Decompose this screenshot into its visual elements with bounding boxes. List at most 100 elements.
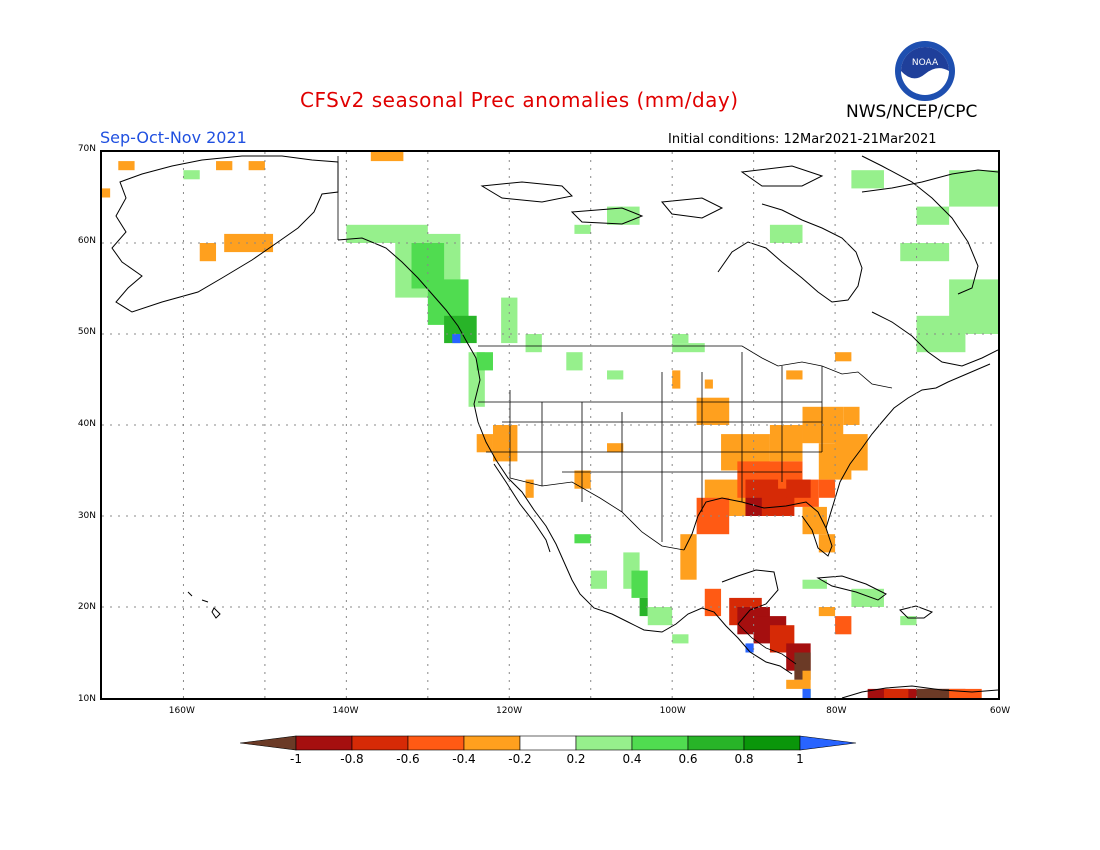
anomaly-cell-blue — [452, 334, 461, 344]
anomaly-cell-orange — [672, 370, 681, 389]
anomaly-cell-lightgreen — [769, 224, 803, 243]
anomaly-cell-green — [631, 570, 648, 598]
anomaly-cell-lightgreen — [607, 206, 640, 225]
anomaly-cell-blue — [802, 688, 811, 698]
colorbar-label: 0.4 — [622, 752, 642, 766]
anomaly-cell-orange — [370, 152, 404, 162]
anomaly-cell-lightgreen — [916, 315, 966, 353]
agency-label: NWS/NCEP/CPC — [846, 102, 978, 122]
anomaly-cell-orange — [216, 161, 233, 171]
longitude-label: 160W — [168, 706, 195, 716]
longitude-label: 100W — [659, 706, 686, 716]
anomaly-cell-lightgreen — [672, 634, 689, 644]
anomaly-cell-orange — [199, 243, 217, 262]
season-label: Sep-Oct-Nov 2021 — [100, 128, 247, 147]
colorbar-segment — [631, 735, 689, 751]
latitude-label: 60N — [77, 235, 96, 246]
noaa-logo-text: NOAA — [912, 58, 939, 68]
colorbar-label: 0.2 — [566, 752, 586, 766]
anomaly-cell-brown — [916, 688, 950, 698]
anomaly-cell-lightgreen — [851, 170, 884, 189]
colorbar-label: 1 — [796, 752, 804, 766]
anomaly-cell-lightgreen — [590, 570, 608, 589]
anomaly-cell-green — [476, 352, 493, 371]
anomaly-cell-redorange — [696, 497, 730, 535]
colorbar-label: -0.6 — [396, 752, 420, 766]
anomaly-cell-lightgreen — [916, 206, 950, 225]
anomaly-cell-lightgreen — [672, 343, 705, 353]
colorbar-label: -0.4 — [452, 752, 476, 766]
colorbar-label: -1 — [290, 752, 302, 766]
longitude-label: 80W — [826, 706, 847, 716]
noaa-logo: NOAA — [894, 40, 956, 102]
latitude-label: 50N — [77, 327, 96, 338]
anomaly-cell-lightgreen — [525, 334, 542, 353]
anomaly-cell-blue — [745, 643, 754, 653]
anomaly-cell-orange — [835, 352, 852, 362]
map-title: CFSv2 seasonal Prec anomalies (mm/day) — [300, 88, 739, 112]
anomaly-cell-darkred — [745, 497, 762, 516]
latitude-label: 20N — [77, 602, 96, 613]
anomaly-cell-redorange — [949, 688, 982, 698]
anomaly-cell-lightgreen — [949, 170, 998, 207]
anomaly-cell-lightgreen — [574, 224, 591, 234]
anomaly-cell-orange — [786, 370, 803, 380]
anomaly-cell-lightgreen — [566, 352, 583, 371]
colorbar-label: -0.2 — [508, 752, 532, 766]
initial-conditions-label: Initial conditions: 12Mar2021-21Mar2021 — [668, 132, 937, 147]
anomaly-cell-redorange — [818, 479, 836, 498]
anomaly-cell-orange — [786, 679, 803, 689]
anomaly-cell-lightgreen — [183, 170, 200, 180]
anomaly-cell-orange — [118, 161, 135, 171]
anomaly-cell-orange — [818, 534, 836, 553]
anomaly-cell-orange — [680, 534, 697, 580]
colorbar-segment — [519, 735, 577, 751]
anomaly-map — [100, 150, 1000, 700]
colorbar-segment — [240, 735, 297, 751]
colorbar-segment — [295, 735, 353, 751]
latitude-label: 30N — [77, 510, 96, 521]
colorbar-segment — [743, 735, 801, 751]
political-borders — [337, 156, 893, 665]
anomaly-cell-red — [786, 479, 811, 498]
anomaly-cell-lightgreen — [607, 370, 624, 380]
anomaly-cell-orange — [492, 425, 518, 462]
anomaly-cell-orange — [607, 443, 624, 453]
longitude-label: 140W — [332, 706, 359, 716]
longitude-label: 60W — [989, 706, 1011, 716]
anomaly-cell-lightgreen — [900, 616, 917, 626]
colorbar-label: 0.8 — [734, 752, 754, 766]
anomaly-cell-orange — [802, 670, 811, 689]
colorbar-label: -0.8 — [340, 752, 364, 766]
colorbar-segment — [687, 735, 745, 751]
anomaly-cell-darkgreen — [639, 597, 648, 617]
colorbar-label: 0.6 — [678, 752, 698, 766]
graticule — [102, 152, 998, 698]
colorbar-segment — [407, 735, 465, 751]
anomaly-cell-orange — [248, 161, 265, 171]
anomaly-cell-lightgreen — [672, 334, 689, 344]
latitude-label: 10N — [77, 694, 96, 704]
map-canvas — [102, 152, 998, 698]
anomaly-cell-orange — [843, 406, 860, 425]
anomaly-cell-lightgreen — [802, 579, 827, 589]
colorbar-segment — [799, 735, 857, 751]
longitude-label: 120W — [496, 706, 523, 716]
anomaly-cell-orange — [802, 506, 827, 535]
anomaly-cell-orange — [102, 188, 111, 198]
colorbar-segment — [351, 735, 409, 751]
anomaly-cell-orange — [818, 607, 836, 617]
latitude-label: 70N — [77, 144, 96, 154]
colorbar — [240, 735, 857, 751]
anomaly-cell-orange — [769, 425, 803, 462]
anomaly-cell-lightgreen — [851, 588, 884, 607]
colorbar-segment — [463, 735, 521, 751]
anomaly-cell-lightgreen — [647, 607, 673, 626]
anomaly-cell-redorange — [704, 588, 722, 617]
anomaly-cell-orange — [525, 479, 534, 498]
anomaly-cell-lightgreen — [900, 243, 950, 262]
anomaly-cells — [102, 152, 998, 698]
anomaly-cell-orange — [224, 233, 274, 253]
latitude-label: 40N — [77, 419, 96, 429]
anomaly-cell-orange — [704, 379, 713, 389]
